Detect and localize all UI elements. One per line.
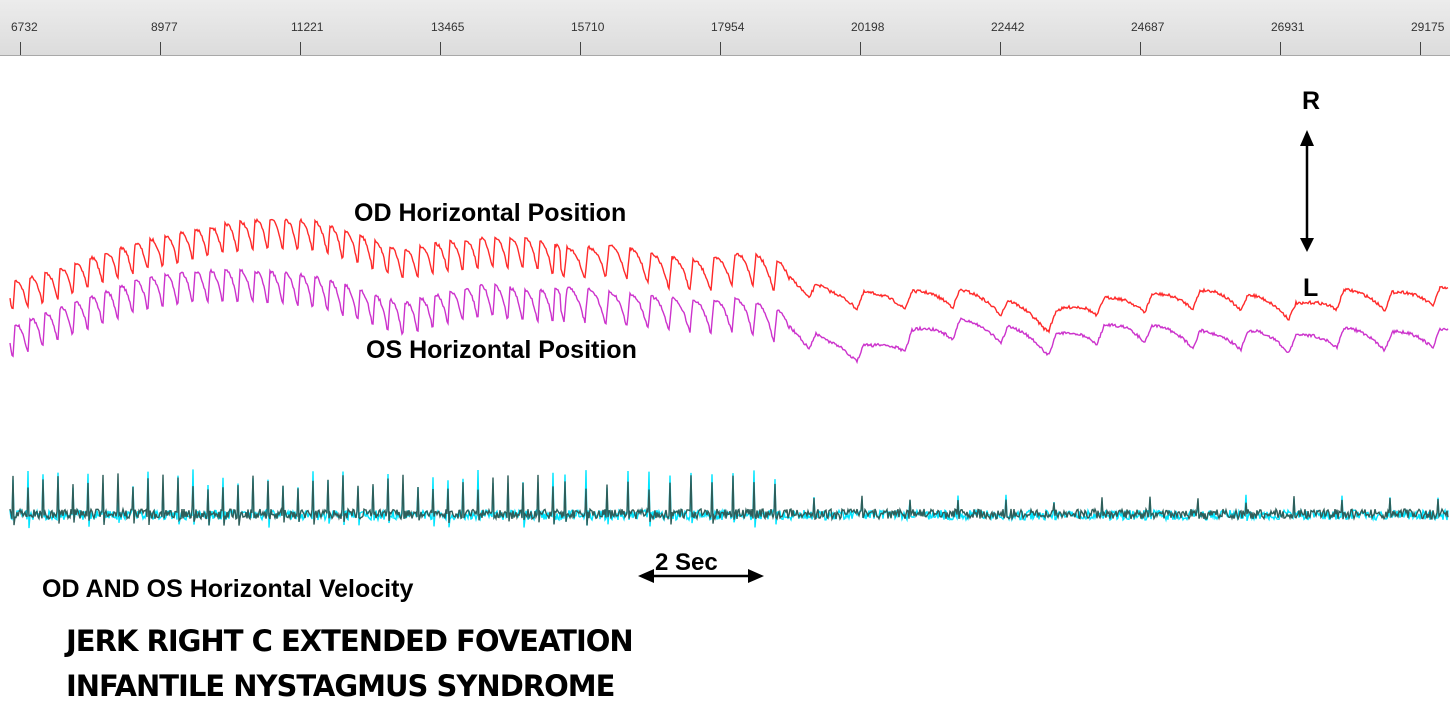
time-scale-arrow-head-left <box>638 569 654 583</box>
ruler-tick-label: 26931 <box>1271 20 1305 34</box>
direction-arrow-head-down <box>1300 238 1314 252</box>
ruler-tick-label: 13465 <box>431 20 465 34</box>
ruler-tick-mark <box>860 42 861 55</box>
ruler-tick-label: 8977 <box>151 20 178 34</box>
ruler-tick-mark <box>160 42 161 55</box>
time-scale-label: 2 Sec <box>655 549 718 576</box>
ruler-tick-label: 24687 <box>1131 20 1165 34</box>
od-position-label: OD Horizontal Position <box>354 199 627 227</box>
direction-left-label: L <box>1303 274 1319 302</box>
ruler-tick-mark <box>20 42 21 55</box>
ruler-tick-mark <box>440 42 441 55</box>
ruler-tick-mark <box>1420 42 1421 55</box>
velocity-label: OD AND OS Horizontal Velocity <box>42 575 414 603</box>
ruler-tick-label: 20198 <box>851 20 885 34</box>
ruler-tick-mark <box>720 42 721 55</box>
time-ruler: 6732 8977 11221 13465 15710 17954 20198 22442 24… <box>0 0 1450 56</box>
os-position-trace <box>9 268 1449 365</box>
od-position-trace <box>9 217 1449 334</box>
diagnosis-line-2: INFANTILE NYSTAGMUS SYNDROME <box>66 669 615 703</box>
time-scale-arrow-head-right <box>748 569 764 583</box>
ruler-tick-label: 17954 <box>711 20 745 34</box>
ruler-tick-label: 22442 <box>991 20 1025 34</box>
od-velocity-trace <box>9 473 1449 526</box>
ruler-tick-mark <box>300 42 301 55</box>
ruler-tick-mark <box>1280 42 1281 55</box>
diagnosis-line-1: JERK RIGHT C EXTENDED FOVEATION <box>66 624 634 658</box>
ruler-tick-mark <box>1000 42 1001 55</box>
ruler-tick-label: 15710 <box>571 20 605 34</box>
ruler-tick-label: 29175 <box>1411 20 1445 34</box>
ruler-tick-mark <box>1140 42 1141 55</box>
os-position-label: OS Horizontal Position <box>366 336 637 364</box>
ruler-tick-label: 6732 <box>11 20 38 34</box>
ruler-tick-label: 11221 <box>291 20 324 34</box>
direction-right-label: R <box>1302 87 1321 115</box>
ruler-tick-mark <box>580 42 581 55</box>
direction-arrow-head-up <box>1300 130 1314 146</box>
